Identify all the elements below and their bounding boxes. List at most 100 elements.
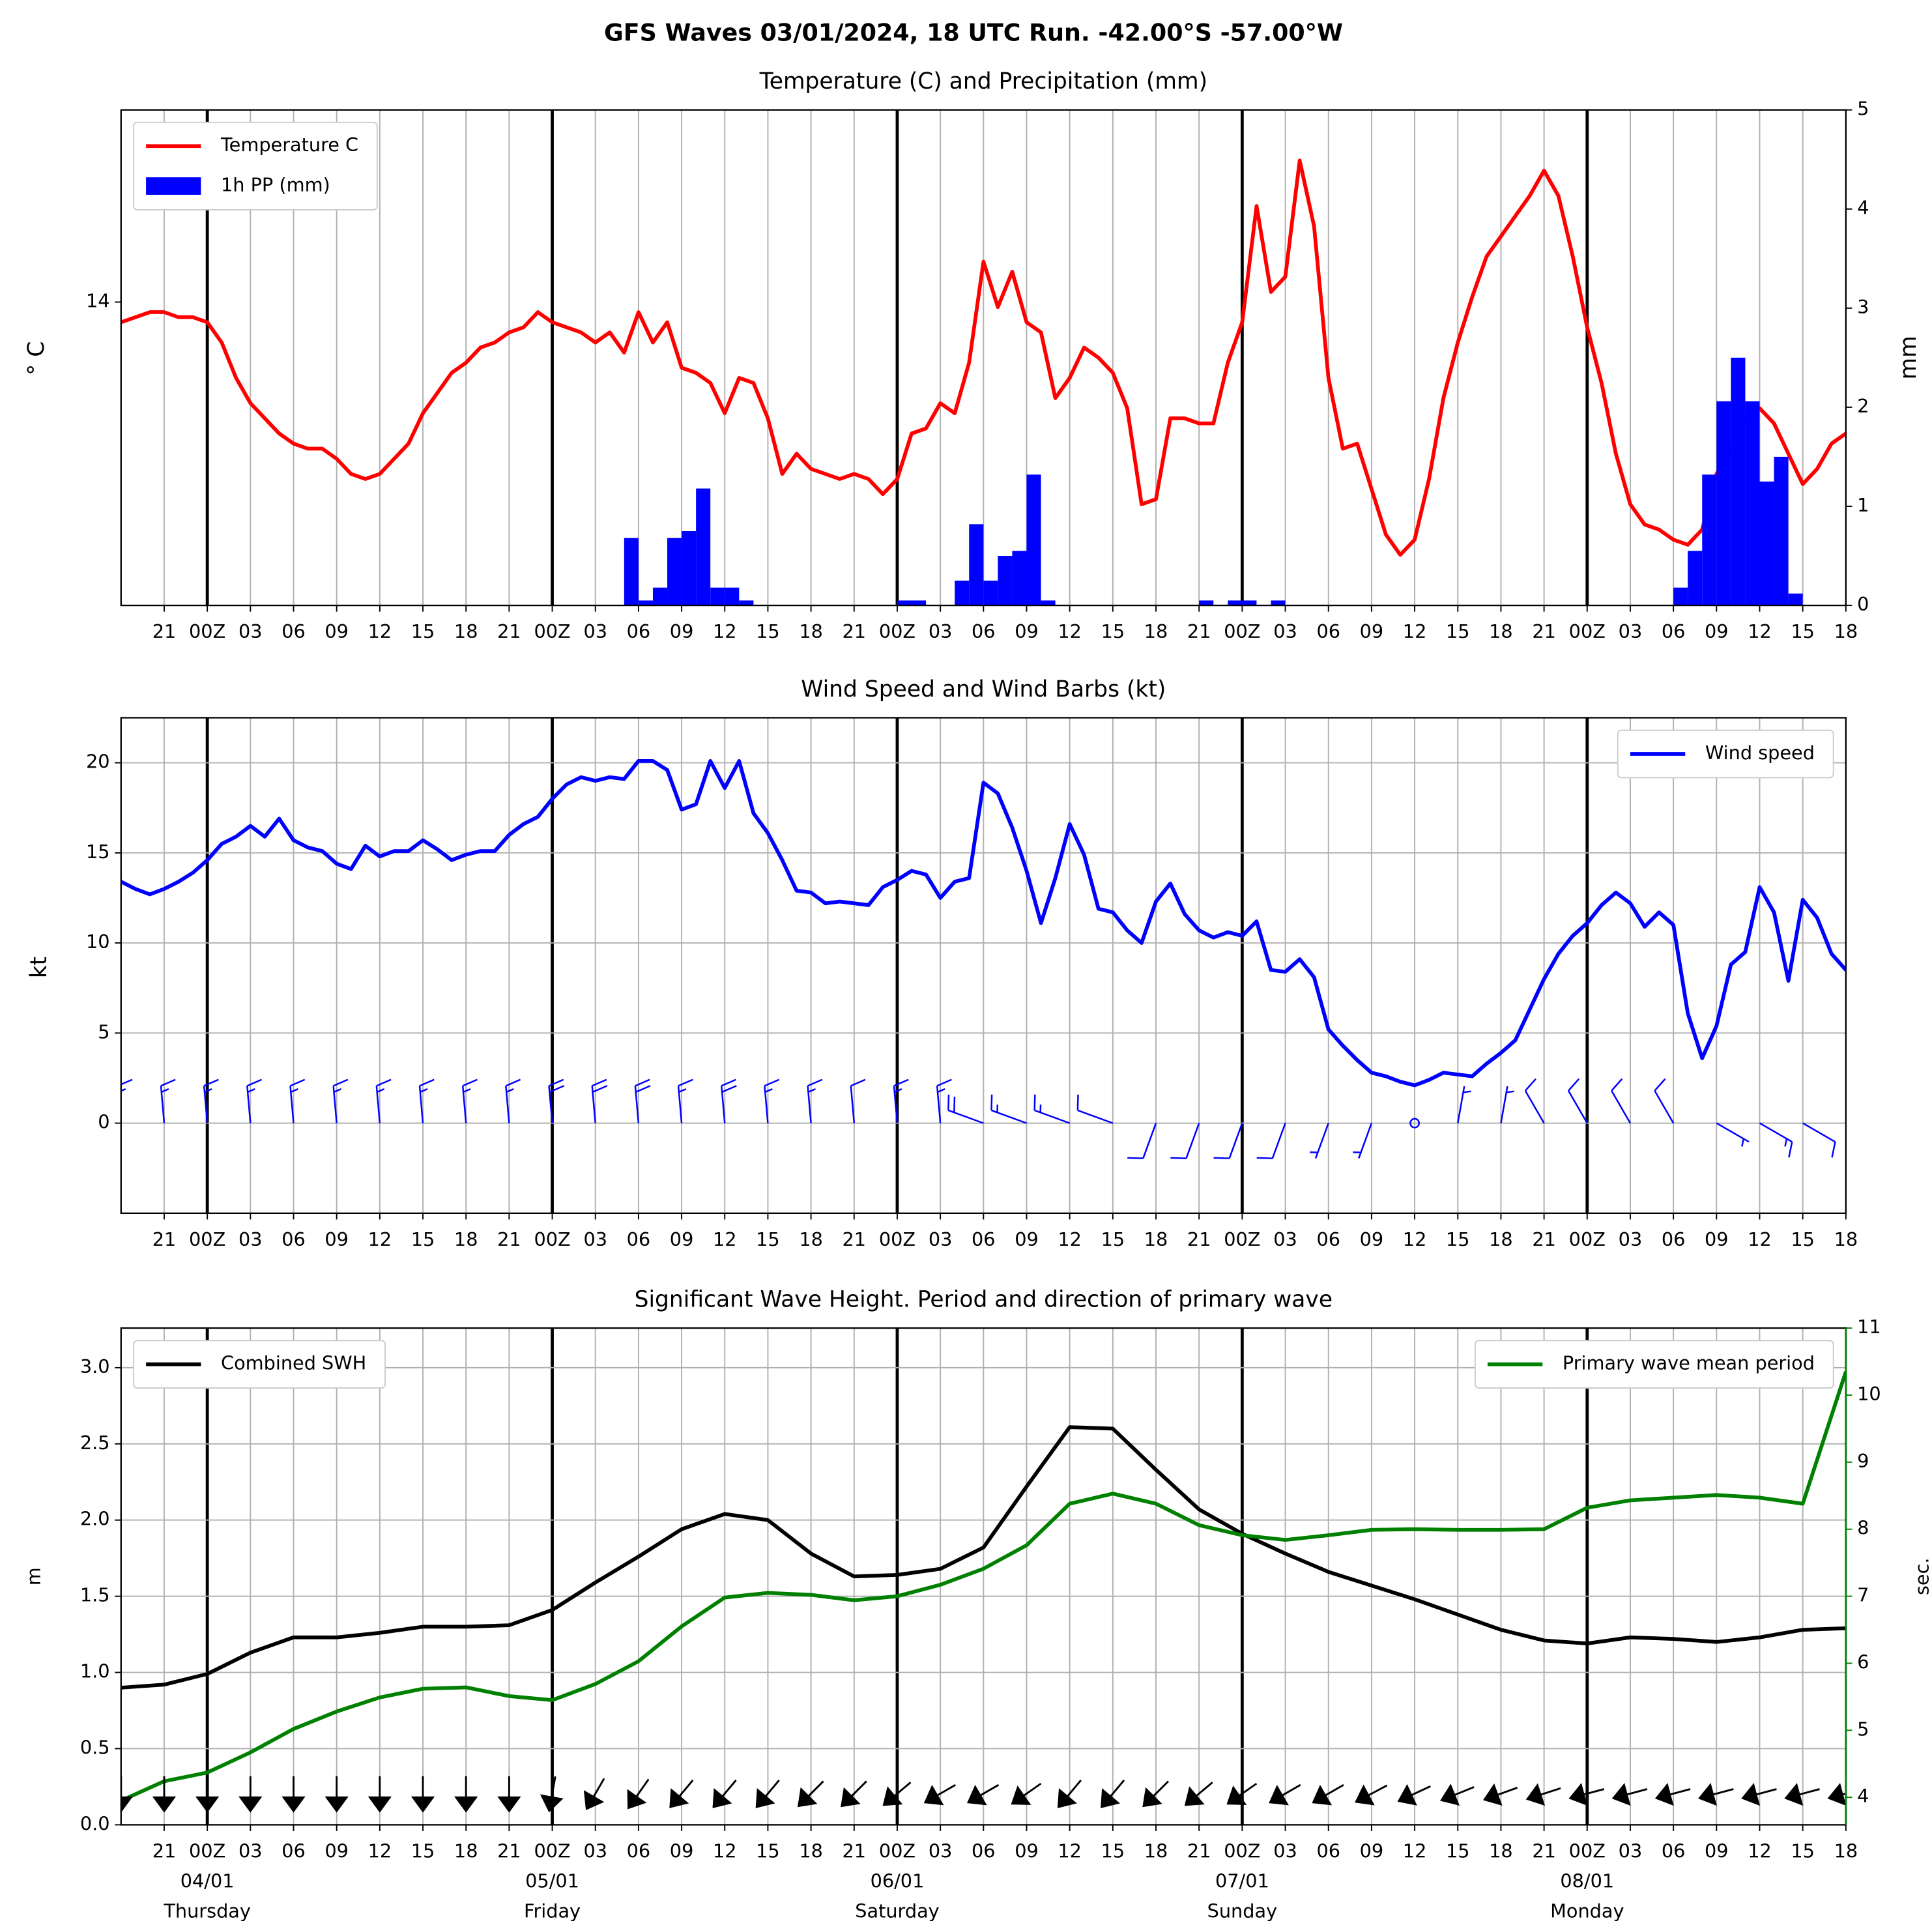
wind-barb <box>893 1078 909 1123</box>
x-tick-label: 00Z 05/01 Friday <box>524 1840 581 1921</box>
x-tick-label: 06 <box>1662 1840 1686 1862</box>
x-tick-label: 12 <box>368 620 392 643</box>
bar <box>1731 357 1746 606</box>
x-tick-label: 21 <box>1187 620 1211 643</box>
x-tick-label: 15 <box>1446 620 1470 643</box>
wave-arrow <box>411 1776 435 1813</box>
line <box>121 158 1846 557</box>
x-tick-label: 15 <box>411 620 435 643</box>
x-tick-label: 09 <box>670 1228 694 1250</box>
wave-arrow <box>1440 1784 1475 1806</box>
wind-barb <box>936 1078 952 1123</box>
bar <box>983 581 998 606</box>
wave-arrow <box>1611 1783 1648 1806</box>
x-tick-label: 15 <box>1791 1840 1815 1862</box>
wind-barb <box>1802 1122 1836 1158</box>
legend: Primary wave mean period <box>1474 1340 1834 1389</box>
x-tick-label: 18 <box>454 1228 478 1250</box>
chart-title: GFS Waves 03/01/2024, 18 UTC Run. -42.00… <box>604 18 1343 46</box>
bar <box>638 600 653 606</box>
wave-arrow <box>1226 1782 1258 1805</box>
x-tick-label: 15 <box>411 1840 435 1862</box>
x-tick-label: 00Z <box>1569 620 1606 643</box>
plot-area <box>121 109 1846 606</box>
x-tick-label: 09 <box>1705 1228 1729 1250</box>
wave-arrow <box>121 1776 133 1813</box>
bar <box>1688 551 1703 606</box>
y2-tick-label: 5 <box>1857 1718 1869 1740</box>
x-tick-label: 21 <box>843 1840 867 1862</box>
wind-barb <box>721 1078 737 1123</box>
wind-barb <box>505 1078 521 1123</box>
bar <box>1012 551 1027 606</box>
bar <box>667 538 682 606</box>
wave-arrow <box>238 1776 263 1813</box>
x-tick-label: 12 <box>1748 1840 1772 1862</box>
x-tick-label: 18 <box>454 1840 478 1862</box>
x-tick-label: 09 <box>324 620 349 643</box>
wind-barb <box>1611 1078 1632 1124</box>
x-tick-label: 03 <box>583 1228 607 1250</box>
x-tick-label: 18 <box>1144 620 1168 643</box>
wave-arrow <box>281 1776 306 1813</box>
bar <box>1774 456 1789 606</box>
x-tick-label: 03 <box>929 620 953 643</box>
x-tick-label: 03 <box>238 1840 263 1862</box>
x-tick-label: 15 <box>756 1840 780 1862</box>
bar <box>1026 474 1041 606</box>
wind-barb <box>1409 1118 1420 1129</box>
wave-arrow <box>1654 1783 1691 1806</box>
x-tick-label: 21 <box>843 1228 867 1250</box>
plot-area <box>121 1328 1846 1825</box>
x-tick-label: 15 <box>756 1228 780 1250</box>
bar <box>624 538 639 606</box>
x-tick-label: 12 <box>1058 1840 1082 1862</box>
x-tick-label: 15 <box>1101 620 1125 643</box>
x-tick-label: 18 <box>1144 1228 1168 1250</box>
bar <box>739 600 754 606</box>
x-tick-label: 03 <box>238 1228 263 1250</box>
panel-title: Wind Speed and Wind Barbs (kt) <box>801 676 1166 702</box>
x-tick-label: 09 <box>1705 620 1729 643</box>
wave-arrow <box>627 1778 650 1810</box>
y2-tick-label: 0 <box>1857 593 1869 615</box>
legend-label: 1h PP (mm) <box>221 174 330 196</box>
wind-barb <box>418 1078 435 1123</box>
y-axis-label: ° C <box>23 341 50 375</box>
wave-arrow <box>497 1776 521 1813</box>
bar <box>897 600 912 606</box>
x-tick-label: 09 <box>670 1840 694 1862</box>
x-tick-label: 21 <box>497 620 521 643</box>
legend-box <box>132 1340 386 1389</box>
x-tick-label: 15 <box>756 620 780 643</box>
x-tick-label: 15 <box>411 1228 435 1250</box>
x-tick-label: 12 <box>713 1228 737 1250</box>
x-tick-label: 12 <box>1748 620 1772 643</box>
y-tick-label: 10 <box>86 931 110 953</box>
x-tick-label: 12 <box>713 620 737 643</box>
wave-arrow <box>1482 1783 1518 1806</box>
x-tick-label: 12 <box>1058 620 1082 643</box>
x-tick-label: 06 <box>972 1840 996 1862</box>
x-tick-label: 06 <box>281 1228 306 1250</box>
x-tick-label: 21 <box>497 1228 521 1250</box>
wind-barb <box>1310 1123 1329 1159</box>
wave-arrow <box>1269 1784 1301 1806</box>
legend-label: Combined SWH <box>221 1352 366 1374</box>
wind-barb <box>121 1078 133 1123</box>
y2-tick-label: 8 <box>1857 1517 1869 1539</box>
y2-tick-label: 3 <box>1857 296 1869 318</box>
legend-swatch <box>146 177 201 195</box>
bar <box>1759 481 1774 606</box>
line <box>121 758 1846 1088</box>
wind-barb <box>1500 1086 1514 1123</box>
y-tick-label: 0 <box>98 1111 109 1133</box>
bar <box>1041 600 1056 606</box>
wave-arrow <box>1741 1783 1777 1806</box>
x-tick-label: 09 <box>324 1228 349 1250</box>
wave-arrow <box>669 1780 694 1808</box>
y2-tick-label: 7 <box>1857 1584 1869 1606</box>
y2-tick-label: 4 <box>1857 197 1869 219</box>
bar <box>1702 474 1717 606</box>
wind-barb <box>160 1078 176 1123</box>
